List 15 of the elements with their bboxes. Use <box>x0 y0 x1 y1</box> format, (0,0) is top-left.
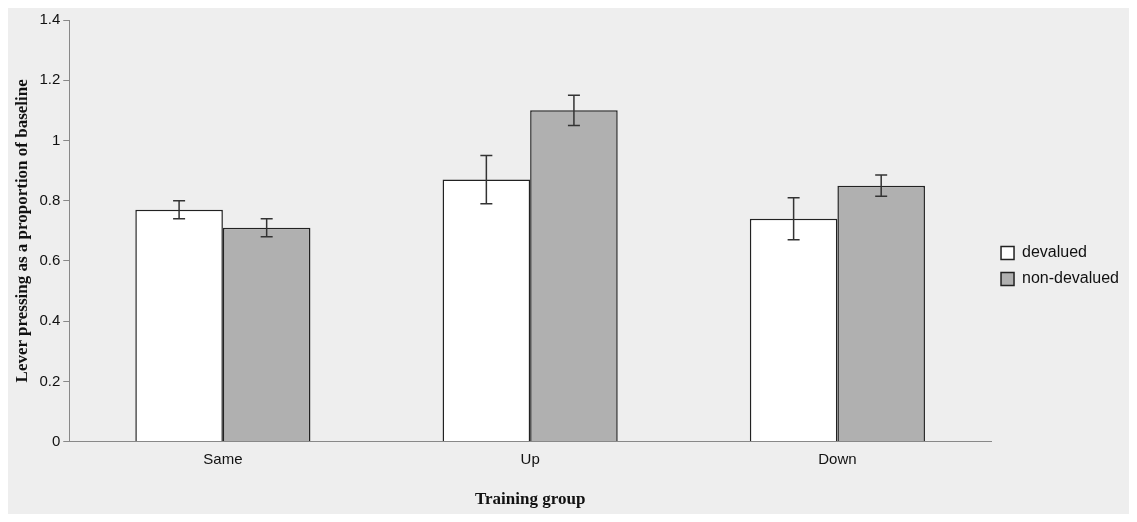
x-tick-label: Down <box>818 449 857 467</box>
y-tick-label: 1.2 <box>39 70 61 88</box>
x-tick-label: Up <box>520 449 540 467</box>
y-tick-label: 0.8 <box>39 190 61 208</box>
legend-label: devalued <box>1022 243 1087 261</box>
y-axis-title: Lever pressing as a proportion of baseline <box>11 78 31 383</box>
x-axis-title: Training group <box>474 489 586 509</box>
y-tick-label: 0.6 <box>39 251 61 269</box>
legend-label: non-devalued <box>1022 269 1119 287</box>
y-tick-label: 1 <box>51 130 61 148</box>
y-tick-label: 0.4 <box>39 311 61 329</box>
x-tick-label: Same <box>203 449 243 467</box>
y-tick-label: 0 <box>51 431 61 449</box>
y-tick-label: 0.2 <box>39 371 61 389</box>
y-tick-label: 1.4 <box>39 10 61 28</box>
